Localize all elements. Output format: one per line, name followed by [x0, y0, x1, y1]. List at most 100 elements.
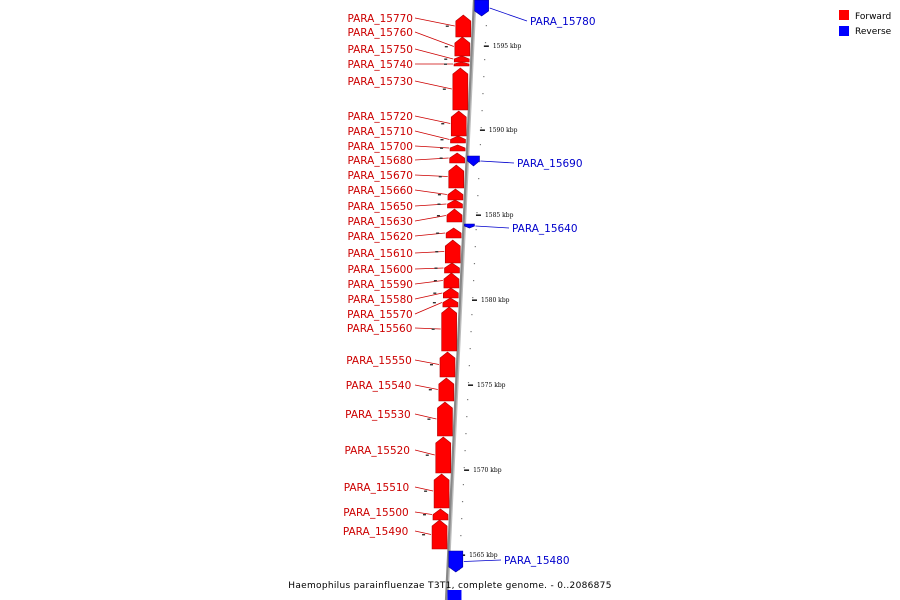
forward-gene-leader	[414, 115, 451, 124]
reverse-gene-label[interactable]: PARA_15640	[512, 223, 578, 235]
scale-dot	[476, 212, 478, 214]
reverse-gene-leader	[475, 225, 510, 229]
scale-tick-label: 1590 kbp	[489, 127, 518, 134]
forward-gene-label[interactable]: PARA_15590	[347, 279, 413, 291]
scale-dot	[467, 399, 469, 401]
forward-gene-label[interactable]: PARA_15770	[347, 13, 413, 25]
gene-marker	[440, 139, 444, 141]
forward-gene-label[interactable]: PARA_15500	[343, 507, 409, 519]
forward-gene[interactable]	[442, 297, 459, 308]
gene-marker	[432, 302, 436, 304]
gene-marker	[438, 176, 442, 178]
reverse-gene[interactable]	[467, 155, 480, 167]
forward-gene[interactable]	[447, 199, 463, 209]
forward-gene[interactable]	[455, 14, 472, 38]
scale-dot	[480, 127, 482, 129]
scale-dot	[485, 25, 487, 27]
forward-gene[interactable]	[444, 262, 460, 274]
forward-gene-leader	[414, 280, 443, 285]
scale-tick	[468, 384, 474, 386]
scale-dot	[461, 501, 464, 503]
forward-gene-label[interactable]: PARA_15670	[347, 170, 413, 182]
reverse-gene[interactable]	[447, 590, 462, 600]
genome-caption: Haemophilus parainfluenzae T3T1, complet…	[288, 581, 611, 591]
reverse-gene[interactable]	[448, 550, 464, 573]
forward-gene[interactable]	[441, 306, 457, 352]
forward-gene-leader	[414, 530, 432, 535]
scale-dot	[470, 331, 472, 333]
forward-gene[interactable]	[450, 110, 467, 137]
gene-marker	[424, 490, 428, 492]
forward-gene-label[interactable]: PARA_15540	[346, 380, 412, 392]
scale-dot	[474, 246, 476, 248]
forward-gene-leader	[414, 359, 440, 365]
forward-gene[interactable]	[445, 227, 462, 239]
forward-gene-label[interactable]: PARA_15610	[347, 248, 413, 260]
gene-marker	[435, 251, 439, 253]
forward-gene[interactable]	[431, 519, 448, 550]
forward-gene-label[interactable]: PARA_15530	[345, 409, 411, 421]
forward-gene[interactable]	[452, 67, 469, 111]
reverse-gene-label[interactable]: PARA_15690	[517, 158, 583, 170]
forward-gene-label[interactable]: PARA_15660	[347, 185, 413, 197]
forward-gene-label[interactable]: PARA_15510	[344, 482, 410, 494]
forward-gene[interactable]	[450, 135, 466, 144]
forward-gene-leader	[414, 511, 433, 515]
forward-gene-label[interactable]: PARA_15730	[347, 76, 413, 88]
forward-gene-label[interactable]: PARA_15750	[347, 44, 413, 56]
forward-gene-label[interactable]: PARA_15620	[347, 231, 413, 243]
forward-gene-label[interactable]: PARA_15740	[347, 59, 413, 71]
forward-gene[interactable]	[449, 144, 466, 152]
gene-marker	[433, 292, 437, 294]
forward-gene[interactable]	[438, 377, 455, 402]
forward-gene-label[interactable]: PARA_15700	[347, 141, 413, 153]
forward-gene[interactable]	[433, 473, 450, 509]
forward-gene-leader	[414, 302, 443, 315]
forward-gene-label[interactable]: PARA_15720	[347, 111, 413, 123]
scale-tick	[479, 129, 485, 131]
forward-gene[interactable]	[439, 351, 456, 378]
scale-dot	[471, 314, 473, 316]
forward-gene-label[interactable]: PARA_15650	[347, 201, 413, 213]
forward-gene-label[interactable]: PARA_15520	[344, 445, 410, 457]
forward-gene-label[interactable]: PARA_15580	[347, 294, 413, 306]
scale-dot	[478, 161, 481, 163]
scale-dot	[482, 93, 484, 95]
reverse-gene-label[interactable]: PARA_15780	[530, 16, 596, 28]
forward-gene-label[interactable]: PARA_15490	[343, 526, 409, 538]
gene-marker	[428, 389, 432, 391]
forward-gene[interactable]	[449, 152, 465, 164]
forward-gene[interactable]	[446, 208, 463, 223]
forward-gene[interactable]	[444, 239, 461, 264]
forward-gene-label[interactable]: PARA_15680	[347, 155, 413, 167]
forward-gene[interactable]	[453, 61, 470, 67]
reverse-gene[interactable]	[474, 0, 489, 17]
forward-gene[interactable]	[443, 287, 459, 299]
forward-gene[interactable]	[453, 55, 470, 63]
gene-marker	[434, 267, 438, 269]
forward-gene[interactable]	[443, 272, 460, 289]
forward-gene[interactable]	[435, 436, 452, 474]
reverse-gene-label[interactable]: PARA_15480	[504, 555, 570, 567]
forward-gene-label[interactable]: PARA_15760	[347, 27, 413, 39]
forward-gene[interactable]	[454, 36, 471, 57]
scale-dot	[466, 416, 468, 418]
forward-gene-leader	[414, 189, 447, 195]
forward-gene-label[interactable]: PARA_15630	[347, 216, 413, 228]
forward-gene[interactable]	[447, 188, 464, 201]
forward-gene[interactable]	[432, 508, 449, 521]
forward-gene-label[interactable]: PARA_15600	[347, 264, 413, 276]
scale-tick	[483, 45, 489, 47]
forward-gene-label[interactable]: PARA_15550	[346, 355, 412, 367]
forward-gene-leader	[414, 130, 450, 140]
forward-gene-label[interactable]: PARA_15560	[347, 323, 413, 335]
forward-gene[interactable]	[437, 401, 453, 437]
scale-tick	[472, 299, 477, 301]
scale-dot	[469, 348, 471, 350]
forward-gene-label[interactable]: PARA_15710	[347, 126, 413, 138]
reverse-gene[interactable]	[464, 223, 475, 229]
legend-reverse-label: Reverse	[855, 27, 892, 37]
gene-marker	[437, 203, 441, 205]
forward-gene-label[interactable]: PARA_15570	[347, 309, 413, 321]
forward-gene[interactable]	[448, 164, 465, 189]
